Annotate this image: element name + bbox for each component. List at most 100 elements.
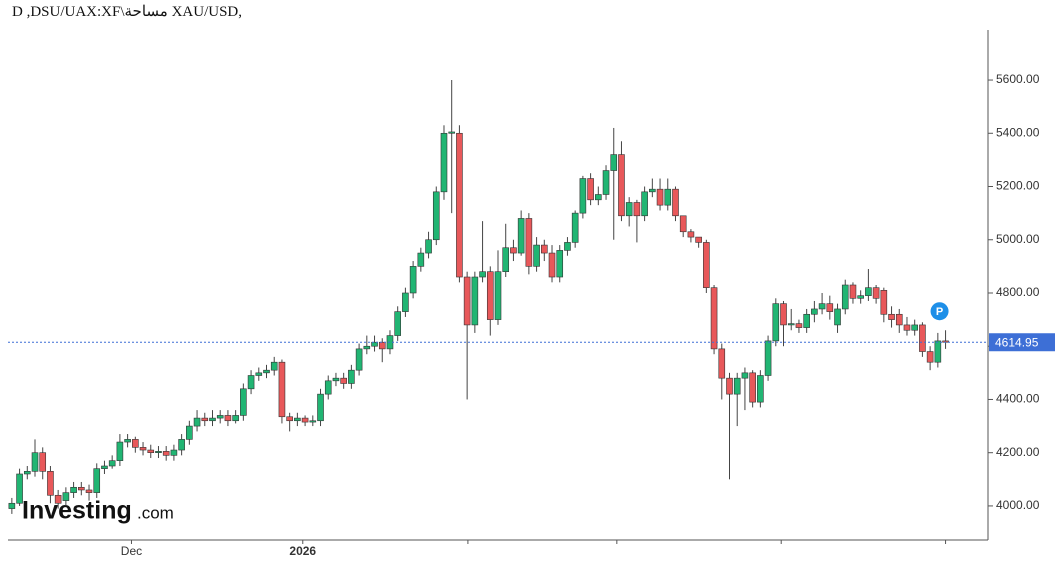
candle-body xyxy=(834,308,841,326)
candle-body xyxy=(155,451,162,453)
candle-body xyxy=(841,284,849,310)
candle-body xyxy=(425,239,432,254)
candle-body xyxy=(872,287,880,299)
candle-body xyxy=(811,308,818,315)
x-tick-label: 2026 xyxy=(289,544,316,558)
candle-body xyxy=(571,212,579,243)
candle-body xyxy=(70,486,77,493)
candle-body xyxy=(510,247,517,254)
candle-body xyxy=(201,417,209,422)
candle-body xyxy=(741,372,749,379)
candle-body xyxy=(255,372,263,376)
candle-body xyxy=(641,191,648,217)
y-tick-label: 4200.00 xyxy=(996,445,1040,459)
candle-body xyxy=(656,188,664,206)
candle-body xyxy=(679,215,687,233)
candle-body xyxy=(757,375,764,403)
candle-body xyxy=(378,341,386,350)
last-price-label: 4614.95 xyxy=(995,335,1039,349)
candle-body xyxy=(787,323,795,326)
y-tick-label: 5200.00 xyxy=(996,179,1040,193)
candle-body xyxy=(247,375,255,390)
candle-body xyxy=(394,311,401,336)
candle-body xyxy=(865,287,872,296)
candle-body xyxy=(595,194,602,201)
candle-body xyxy=(749,372,756,403)
candle-body xyxy=(710,287,718,350)
y-tick-label: 4400.00 xyxy=(996,392,1040,406)
candle-body xyxy=(132,439,139,448)
candle-body xyxy=(579,178,587,214)
candle-body xyxy=(170,449,178,456)
candle-body xyxy=(826,303,834,312)
candle-body xyxy=(85,489,93,493)
candle-body xyxy=(16,473,23,504)
candle-body xyxy=(440,132,448,193)
candle-body xyxy=(224,415,232,422)
candle-body xyxy=(695,236,702,243)
chart-title: D ,DSU/UAX:XF\مساحة XAU/USD, xyxy=(12,4,242,20)
candle-body xyxy=(903,324,911,331)
y-tick-label: 4000.00 xyxy=(996,498,1040,512)
candle-body xyxy=(124,439,131,443)
candle-body xyxy=(309,420,317,423)
candle-body xyxy=(687,231,695,238)
candle-body xyxy=(62,492,70,501)
candle-body xyxy=(301,417,309,423)
candle-body xyxy=(456,132,463,278)
candle-body xyxy=(795,323,803,328)
candle-body xyxy=(294,417,301,422)
candle-body xyxy=(8,502,16,509)
candle-body xyxy=(39,452,47,472)
y-tick-label: 5400.00 xyxy=(996,125,1040,139)
candle-body xyxy=(633,202,641,217)
candle-body xyxy=(263,369,270,374)
candle-body xyxy=(780,303,787,326)
candle-body xyxy=(919,324,926,352)
candle-body xyxy=(278,361,286,418)
y-tick-label: 4800.00 xyxy=(996,285,1040,299)
candle-body xyxy=(178,439,185,451)
candle-body xyxy=(448,131,456,134)
candle-body xyxy=(618,154,625,217)
candle-body xyxy=(803,313,810,328)
candle-body xyxy=(147,449,155,453)
candle-body xyxy=(240,388,247,416)
candle-body xyxy=(548,252,556,278)
candle-body xyxy=(926,351,934,363)
candle-body xyxy=(587,178,594,201)
brand: Investing xyxy=(22,497,132,525)
candle-body xyxy=(649,188,656,193)
candle-body xyxy=(818,303,826,310)
last-price-box xyxy=(989,333,1055,352)
candle-body xyxy=(525,218,533,267)
candle-body xyxy=(432,191,440,241)
candle-body xyxy=(363,345,371,350)
candle-body xyxy=(186,425,193,440)
candle-body xyxy=(849,284,857,299)
candle-body xyxy=(409,266,417,294)
candle-body xyxy=(672,188,679,217)
candle-body xyxy=(78,486,85,491)
candle-body xyxy=(888,313,895,320)
candle-body xyxy=(324,380,332,395)
candle-body xyxy=(101,465,108,469)
candle-body xyxy=(209,417,216,422)
candle-body xyxy=(625,202,633,217)
candle-body xyxy=(556,250,564,278)
candle-body xyxy=(332,377,340,382)
candle-body xyxy=(471,276,479,326)
candle-body xyxy=(726,377,733,395)
x-tick-label: Dec xyxy=(121,544,142,558)
candle-body xyxy=(703,242,710,288)
candle-body xyxy=(317,393,324,422)
candle-body xyxy=(270,361,278,371)
candle-body xyxy=(602,170,610,195)
candle-body xyxy=(340,377,347,384)
candle-body xyxy=(479,271,486,278)
candle-body xyxy=(502,247,510,272)
candle-body xyxy=(417,252,425,267)
candle-body xyxy=(911,324,918,331)
candle-body xyxy=(216,415,224,419)
candle-body xyxy=(664,188,672,206)
